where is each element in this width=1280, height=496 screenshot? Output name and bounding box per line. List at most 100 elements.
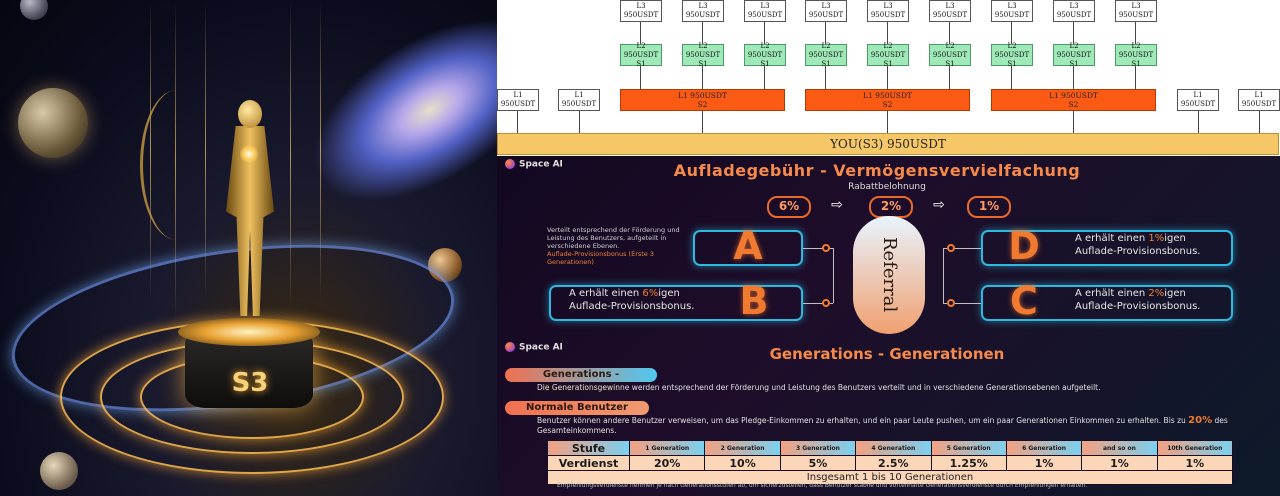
l2-node: L2 950USDT S1: [744, 42, 786, 68]
letter-b: B: [739, 279, 769, 323]
brand: Space AI: [505, 342, 563, 353]
poster-image: S3: [0, 0, 497, 496]
l3-node: L3 950USDT: [991, 0, 1033, 22]
distribution-note-text: Verteilt entsprechend der Förderung und …: [547, 226, 680, 250]
table-cell: 2.5%: [855, 455, 932, 471]
connector-dot: [822, 299, 830, 307]
l1-node: L1 950USDT: [1177, 89, 1219, 111]
generations-description: Die Generationsgewinne werden entspreche…: [537, 383, 1101, 392]
l1-node: L1 950USDT: [558, 89, 600, 111]
table-total: Insgesamt 1 bis 10 Generationen: [547, 470, 1233, 485]
table-cell: 1%: [1005, 455, 1083, 471]
l3-node: L3 950USDT: [1115, 0, 1157, 22]
you-root-node: YOU(S3) 950USDT: [497, 133, 1279, 155]
arrow-right-icon: ⇨: [831, 197, 843, 213]
commission-info-panel: Space AI Aufladegebühr - Vermögensvervie…: [497, 156, 1280, 496]
l2-node: L2 950USDT S1: [1115, 42, 1157, 68]
l1-node: L1 950USDT: [1238, 89, 1280, 111]
pedestal-label: S3: [231, 368, 269, 398]
l3-node: L3 950USDT: [867, 0, 909, 22]
percent-badge-2: 2%: [869, 196, 913, 218]
table-header-row: Stufe 1 Generation 2 Generation 3 Genera…: [547, 440, 1234, 456]
box-b-text: A erhält einen 6%igen Auflade-Provisions…: [569, 288, 695, 312]
table-header-cell: and so on: [1081, 440, 1158, 456]
connector-dot: [947, 244, 955, 252]
planet-graphic: [40, 452, 78, 490]
chest-glow: [240, 145, 258, 163]
recharge-title: Aufladegebühr - Vermögensvervielfachung: [673, 161, 1081, 180]
table-header-cell: 5 Generation: [930, 440, 1007, 456]
l1-group-bar: L1 950USDT S2: [620, 89, 785, 111]
brand-logo-icon: [505, 159, 515, 169]
table-cell: 10%: [704, 455, 781, 471]
table-row: Verdienst 20% 10% 5% 2.5% 1.25% 1% 1% 1%: [547, 455, 1234, 471]
l2-node: L2 950USDT S1: [991, 42, 1033, 68]
normal-users-description: Benutzer können andere Benutzer verweise…: [537, 415, 1228, 436]
l1-group-bar: L1 950USDT S2: [991, 89, 1156, 111]
box-b: [549, 285, 803, 321]
l2-node: L2 950USDT S1: [867, 42, 909, 68]
l1-node: L1 950USDT: [497, 89, 539, 111]
letter-d: D: [1008, 224, 1040, 268]
box-a: [693, 230, 803, 266]
recharge-subtitle: Rabattbelohnung: [848, 182, 926, 192]
planet-graphic: [20, 0, 48, 20]
arrow-right-icon: ⇨: [933, 197, 945, 213]
verdienst-label: Verdienst: [547, 455, 630, 471]
box-c: [981, 285, 1233, 321]
table-header-cell: 2 Generation: [704, 440, 781, 456]
planet-graphic: [18, 88, 88, 158]
l2-node: L2 950USDT S1: [1053, 42, 1095, 68]
generations-tag: Generations - Generationen: [505, 368, 657, 394]
connector-dot: [947, 299, 955, 307]
box-d-text: A erhält einen 1%igen Auflade-Provisions…: [1075, 233, 1201, 257]
brand: Space AI: [505, 159, 563, 170]
table-header-cell: 4 Generation: [855, 440, 932, 456]
connector-dot: [822, 244, 830, 252]
table-header-cell: 1 Generation: [628, 440, 706, 456]
l1-group-bar: L1 950USDT S2: [805, 89, 970, 111]
stufe-label: Stufe: [547, 440, 630, 456]
percent-badge-6: 6%: [767, 196, 811, 218]
referral-pill: [853, 216, 925, 334]
referral-label: Referral: [879, 237, 900, 313]
l3-node: L3 950USDT: [682, 0, 724, 22]
generations-table: Stufe 1 Generation 2 Generation 3 Genera…: [547, 440, 1234, 485]
referral-tree: L3 950USDT L3 950USDT L3 950USDT L3 950U…: [497, 0, 1280, 156]
letter-a: A: [733, 224, 763, 268]
table-cell: 1%: [1156, 455, 1234, 471]
distribution-note-highlight: Auflade-Provisionsbonus (Erste 3 Generat…: [547, 250, 654, 266]
planet-graphic: [428, 248, 462, 282]
table-cell: 1%: [1081, 455, 1158, 471]
l2-node: L2 950USDT S1: [929, 42, 971, 68]
l2-node: L2 950USDT S1: [682, 42, 724, 68]
table-total-row: Insgesamt 1 bis 10 Generationen: [547, 470, 1233, 485]
table-cell: 1.25%: [930, 455, 1007, 471]
box-d: [981, 230, 1233, 266]
golden-figure-head: [238, 100, 262, 128]
box-c-text: A erhält einen 2%igen Auflade-Provisions…: [1075, 288, 1201, 312]
galaxy-graphic: [282, 0, 497, 239]
pedestal-top: [178, 318, 320, 346]
l2-node: L2 950USDT S1: [620, 42, 662, 68]
footnote: Empfehlungsverdienste nehmen je nach Gen…: [557, 482, 1088, 489]
light-beam: [320, 0, 321, 300]
distribution-note: Verteilt entsprechend der Förderung und …: [547, 226, 692, 266]
laurel-graphic: [140, 90, 213, 240]
light-beam: [290, 0, 291, 310]
percent-badge-1: 1%: [967, 196, 1011, 218]
brand-name: Space AI: [519, 159, 563, 170]
letter-c: C: [1010, 279, 1038, 323]
l2-node: L2 950USDT S1: [805, 42, 847, 68]
table-header-cell: 6 Generation: [1005, 440, 1083, 456]
normal-users-tag: Normale Benutzer: [505, 401, 649, 415]
table-header-cell: 3 Generation: [779, 440, 857, 456]
generations-title: Generations - Generationen: [769, 345, 1005, 363]
brand-logo-icon: [505, 342, 515, 352]
table-cell: 20%: [628, 455, 706, 471]
table-header-cell: 10th Generation: [1156, 440, 1234, 456]
table-cell: 5%: [779, 455, 857, 471]
l3-node: L3 950USDT: [744, 0, 786, 22]
l3-node: L3 950USDT: [1053, 0, 1095, 22]
l3-node: L3 950USDT: [929, 0, 971, 22]
